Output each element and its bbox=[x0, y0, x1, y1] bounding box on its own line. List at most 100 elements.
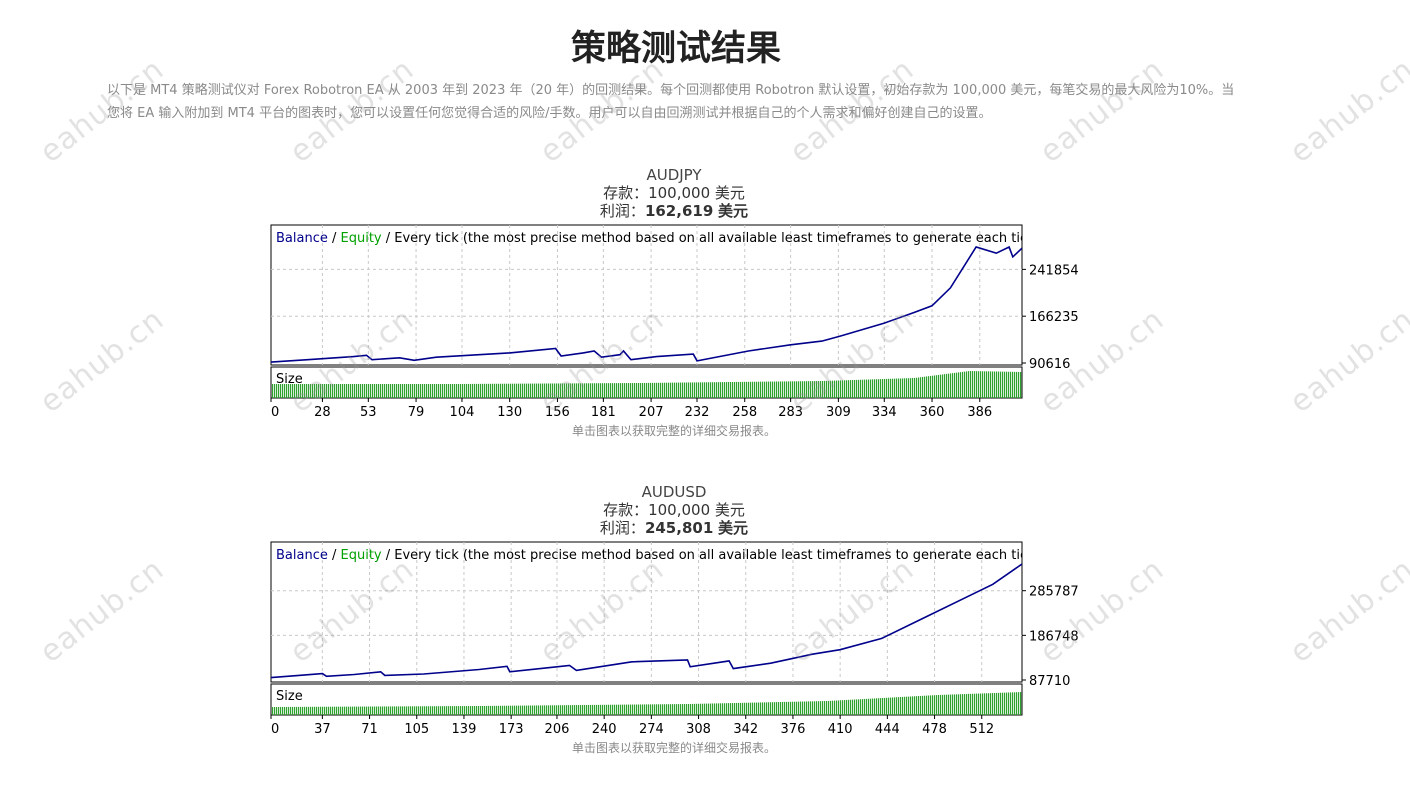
size-bar bbox=[506, 383, 508, 398]
size-bar bbox=[418, 384, 420, 398]
x-tick-label: 28 bbox=[314, 405, 331, 420]
size-bar bbox=[516, 705, 518, 715]
size-bar bbox=[952, 694, 954, 715]
size-bar bbox=[972, 693, 974, 715]
size-bar bbox=[944, 374, 946, 398]
size-bar bbox=[552, 705, 554, 715]
size-bar bbox=[854, 379, 856, 398]
size-bar bbox=[386, 384, 388, 398]
size-bar bbox=[786, 381, 788, 398]
backtest-chart[interactable]: 241854 166235 90616 Balance / Equity / Ever… bbox=[270, 224, 1082, 420]
size-bar bbox=[764, 381, 766, 398]
size-bar bbox=[978, 371, 980, 398]
size-bar bbox=[606, 704, 608, 715]
size-bar bbox=[770, 381, 772, 398]
size-bar bbox=[378, 384, 380, 398]
size-bar bbox=[778, 381, 780, 398]
size-bar bbox=[272, 384, 274, 398]
deposit-currency: 美元 bbox=[714, 184, 745, 202]
size-bar bbox=[866, 698, 868, 715]
x-tick-label: 309 bbox=[826, 405, 851, 420]
y-tick-label: 87710 bbox=[1029, 674, 1070, 689]
size-bar bbox=[620, 704, 622, 715]
size-bar bbox=[774, 702, 776, 715]
size-bar bbox=[970, 693, 972, 715]
size-bar bbox=[696, 703, 698, 715]
size-bar bbox=[966, 693, 968, 715]
size-bar bbox=[690, 703, 692, 715]
size-bar bbox=[828, 380, 830, 398]
backtest-chart[interactable]: 285787 186748 87710 Balance / Equity / Ever… bbox=[270, 541, 1082, 737]
size-bar bbox=[826, 380, 828, 398]
size-bar bbox=[308, 706, 310, 715]
size-bar bbox=[598, 383, 600, 398]
y-tick-label: 285787 bbox=[1029, 585, 1079, 600]
size-bar bbox=[516, 383, 518, 398]
size-bar bbox=[562, 383, 564, 398]
size-bar bbox=[380, 384, 382, 398]
size-bar bbox=[390, 384, 392, 398]
size-bar bbox=[664, 704, 666, 715]
size-bar bbox=[834, 380, 836, 398]
size-bar bbox=[802, 701, 804, 715]
size-bar bbox=[1018, 371, 1020, 398]
size-bar bbox=[960, 694, 962, 715]
size-bar bbox=[542, 383, 544, 398]
size-bar bbox=[882, 697, 884, 715]
size-bar bbox=[500, 383, 502, 398]
size-bar bbox=[750, 702, 752, 715]
size-bar bbox=[508, 383, 510, 398]
size-bar bbox=[944, 694, 946, 715]
size-bar bbox=[686, 382, 688, 398]
x-tick-label: 130 bbox=[497, 405, 522, 420]
size-bar bbox=[820, 701, 822, 715]
y-tick-label: 241854 bbox=[1029, 263, 1079, 278]
size-bar bbox=[348, 384, 350, 398]
size-bar bbox=[898, 378, 900, 398]
size-bar bbox=[728, 703, 730, 715]
size-bar bbox=[300, 706, 302, 715]
size-bar bbox=[422, 706, 424, 715]
size-bar bbox=[942, 694, 944, 715]
size-bar bbox=[332, 384, 334, 398]
size-bar bbox=[834, 700, 836, 715]
size-bar bbox=[300, 384, 302, 398]
size-bar bbox=[636, 704, 638, 715]
deposit-currency: 美元 bbox=[714, 501, 745, 519]
size-bar bbox=[454, 706, 456, 715]
size-bar bbox=[476, 383, 478, 398]
size-bar bbox=[888, 378, 890, 398]
size-bar bbox=[712, 382, 714, 398]
size-bar bbox=[600, 704, 602, 715]
size-bar bbox=[302, 384, 304, 398]
size-bar bbox=[658, 704, 660, 715]
size-bar bbox=[504, 705, 506, 715]
size-bar bbox=[856, 379, 858, 398]
size-bar bbox=[446, 384, 448, 398]
size-bar bbox=[644, 382, 646, 398]
size-bar bbox=[698, 703, 700, 715]
size-bar bbox=[940, 374, 942, 398]
size-bar bbox=[358, 706, 360, 715]
size-bar bbox=[338, 384, 340, 398]
size-bar bbox=[298, 706, 300, 715]
size-bar bbox=[466, 383, 468, 398]
size-bar bbox=[572, 383, 574, 398]
size-bar bbox=[850, 380, 852, 398]
size-bar bbox=[696, 382, 698, 398]
size-bar bbox=[330, 384, 332, 398]
size-bar bbox=[770, 702, 772, 715]
size-bar bbox=[830, 700, 832, 715]
size-bar bbox=[680, 704, 682, 715]
x-tick-label: 444 bbox=[875, 722, 900, 737]
size-bar bbox=[636, 383, 638, 398]
size-bar bbox=[378, 706, 380, 715]
size-bar bbox=[838, 700, 840, 715]
size-bar bbox=[514, 705, 516, 715]
size-bar bbox=[452, 706, 454, 715]
size-bar bbox=[434, 384, 436, 398]
size-bar bbox=[522, 383, 524, 398]
size-bars bbox=[272, 692, 1022, 715]
size-bar bbox=[818, 701, 820, 715]
size-bar bbox=[802, 381, 804, 398]
